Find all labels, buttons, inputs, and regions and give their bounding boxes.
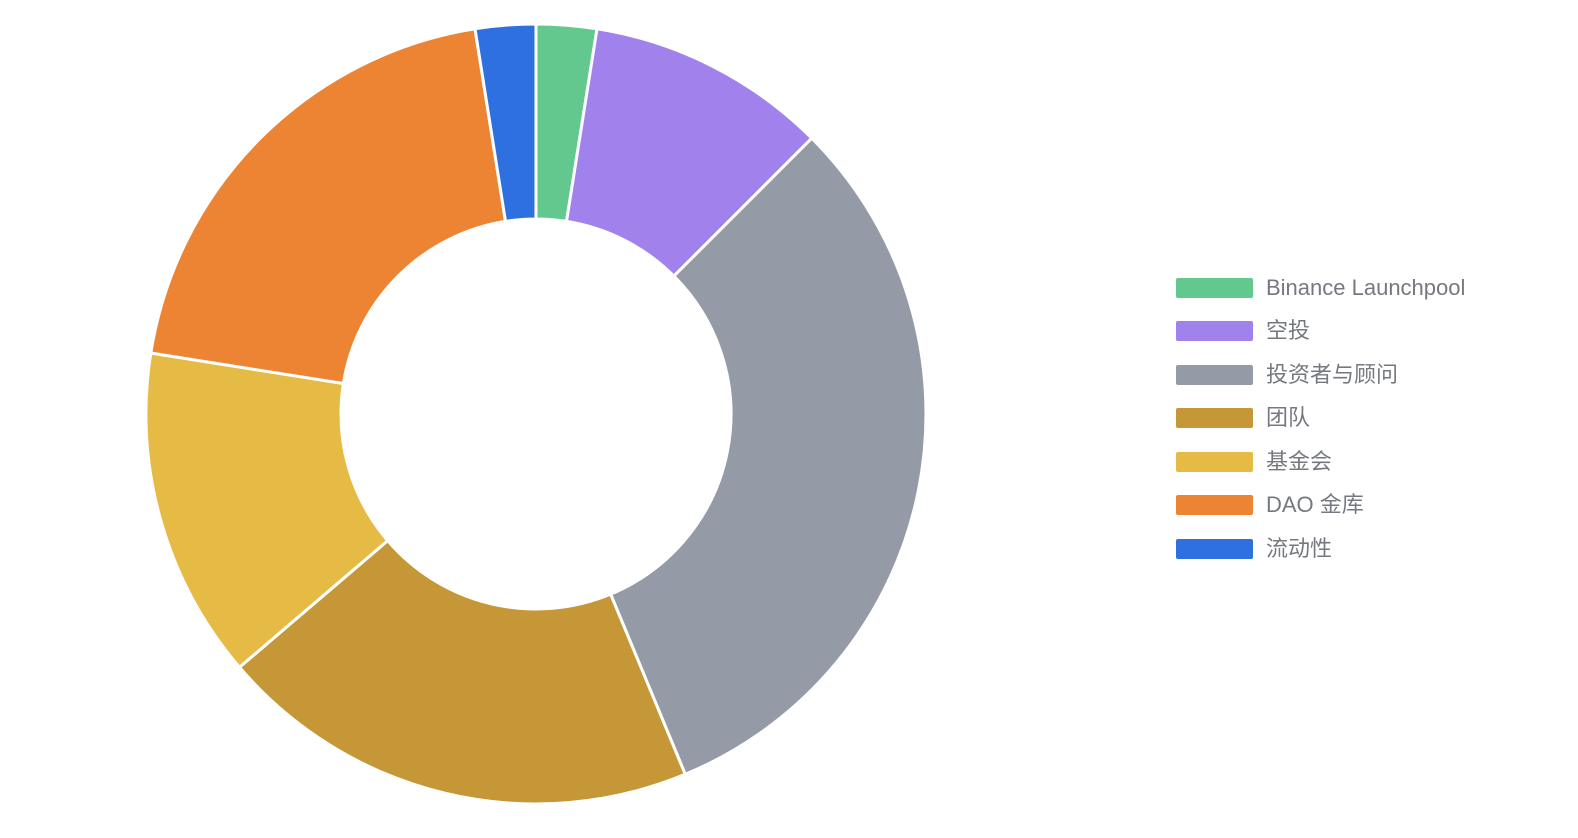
legend-swatch (1176, 321, 1253, 342)
legend-item-2[interactable]: 投资者与顾问 (1176, 353, 1465, 397)
pie-slice-6[interactable] (473, 22, 538, 223)
legend-item-0[interactable]: Binance Launchpool (1176, 266, 1465, 310)
legend-item-5[interactable]: DAO 金库 (1176, 484, 1465, 528)
legend-label: 团队 (1266, 405, 1311, 431)
legend-item-6[interactable]: 流动性 (1176, 527, 1465, 571)
donut-chart (144, 22, 928, 806)
legend-swatch (1176, 408, 1253, 429)
legend-item-4[interactable]: 基金会 (1176, 440, 1465, 484)
legend-swatch (1176, 451, 1253, 472)
pie-slice-4[interactable] (144, 351, 390, 669)
legend-item-1[interactable]: 空投 (1176, 310, 1465, 354)
pie-slice-2[interactable] (609, 136, 928, 776)
legend-label: Binance Launchpool (1266, 274, 1466, 300)
pie-slice-3[interactable] (237, 539, 687, 806)
chart-legend: Binance Launchpool 空投投资者与顾问 团队基金会 DAO 金库 流动性 (1176, 266, 1465, 571)
legend-swatch (1176, 495, 1253, 516)
legend-label: 投资者与顾问 (1266, 361, 1399, 387)
legend-label: 流动性 (1266, 535, 1333, 561)
legend-label: 基金会 (1266, 448, 1333, 474)
legend-swatch (1176, 538, 1253, 559)
legend-swatch (1176, 277, 1253, 298)
legend-swatch (1176, 364, 1253, 385)
legend-label: 空投 (1266, 318, 1311, 344)
legend-label: DAO 金库 (1266, 492, 1364, 518)
legend-item-3[interactable]: 团队 (1176, 397, 1465, 441)
pie-slice-5[interactable] (149, 27, 507, 385)
